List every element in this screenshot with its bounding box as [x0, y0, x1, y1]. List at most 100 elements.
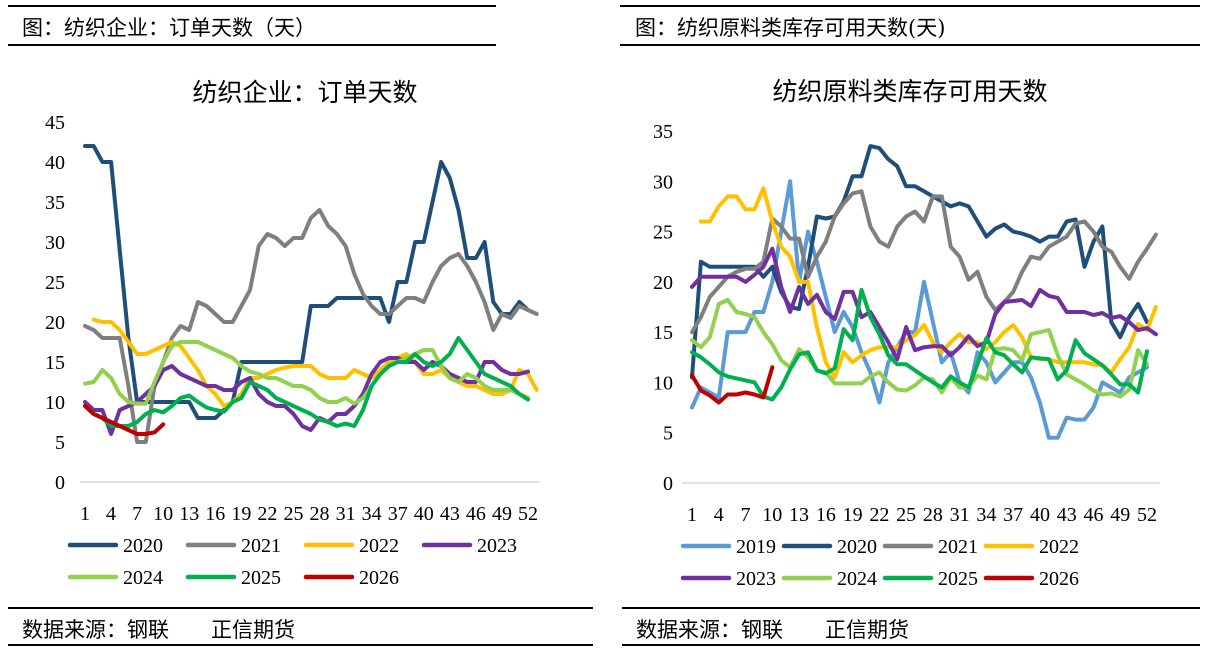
left-figure-caption: 图：纺织企业：订单天数（天）: [22, 16, 316, 40]
series-line-2022: [91, 317, 539, 408]
legend-label: 2026: [1039, 568, 1079, 590]
left-caption-bottom-rule: [8, 44, 496, 46]
legend-label: 2025: [938, 568, 978, 590]
x-tick-label: 25: [283, 503, 303, 525]
y-tick-label: 0: [663, 473, 673, 495]
x-tick-label: 34: [362, 503, 382, 525]
legend-label: 2025: [241, 567, 281, 589]
x-tick-label: 16: [205, 503, 225, 525]
legend-item-2025[interactable]: 2025: [882, 568, 978, 590]
legend-label: 2019: [736, 536, 776, 558]
x-tick-label: 28: [923, 504, 943, 526]
legend-item-2026[interactable]: 2026: [983, 568, 1079, 590]
series-line-2023: [83, 356, 530, 436]
x-tick-label: 46: [466, 503, 486, 525]
y-tick-label: 35: [653, 121, 673, 143]
y-tick-label: 25: [45, 272, 65, 294]
x-tick-label: 52: [1137, 504, 1157, 526]
legend-item-2022[interactable]: 2022: [983, 536, 1079, 558]
series-line-2024: [690, 298, 1149, 399]
legend-label: 2023: [736, 568, 776, 590]
right-source-note: 数据来源：钢联 正信期货: [636, 618, 909, 642]
right-caption-top-rule: [620, 5, 1200, 7]
x-tick-label: 46: [1083, 504, 1103, 526]
x-tick-label: 10: [153, 503, 173, 525]
x-tick-label: 19: [231, 503, 251, 525]
x-tick-label: 25: [896, 504, 916, 526]
legend-item-2020[interactable]: 2020: [67, 535, 163, 557]
legend-label: 2020: [837, 536, 877, 558]
legend-item-2024[interactable]: 2024: [781, 568, 877, 590]
x-tick-label: 7: [132, 503, 142, 525]
right-caption-bottom-rule: [620, 44, 1200, 46]
legend-item-2021[interactable]: 2021: [185, 535, 281, 557]
y-tick-label: 20: [45, 312, 65, 334]
legend-label: 2026: [359, 567, 399, 589]
right-source-bottom-rule: [622, 644, 1200, 646]
series-line-2022: [698, 186, 1158, 380]
series-line-2019: [690, 179, 1149, 440]
legend-label: 2022: [359, 535, 399, 557]
x-tick-label: 22: [869, 504, 889, 526]
y-tick-label: 45: [45, 112, 65, 134]
legend-label: 2021: [938, 536, 978, 558]
x-tick-label: 10: [762, 504, 782, 526]
x-tick-label: 19: [843, 504, 863, 526]
y-tick-label: 10: [45, 392, 65, 414]
y-tick-label: 25: [653, 222, 673, 244]
x-tick-label: 13: [789, 504, 809, 526]
y-tick-label: 0: [55, 472, 65, 494]
x-tick-label: 37: [1003, 504, 1023, 526]
x-tick-label: 40: [414, 503, 434, 525]
x-tick-label: 4: [714, 504, 724, 526]
left-source-bottom-rule: [8, 644, 593, 646]
series-line-2026: [83, 404, 166, 436]
series-line-2020: [690, 144, 1149, 380]
legend-item-2026[interactable]: 2026: [303, 567, 399, 589]
x-tick-label: 31: [336, 503, 356, 525]
legend-item-2021[interactable]: 2021: [882, 536, 978, 558]
legend-label: 2022: [1039, 536, 1079, 558]
x-tick-label: 34: [976, 504, 996, 526]
x-tick-label: 7: [741, 504, 751, 526]
y-tick-label: 15: [45, 352, 65, 374]
x-tick-label: 43: [440, 503, 460, 525]
legend-item-2022[interactable]: 2022: [303, 535, 399, 557]
x-tick-label: 31: [950, 504, 970, 526]
legend-label: 2024: [123, 567, 163, 589]
legend-item-2020[interactable]: 2020: [781, 536, 877, 558]
legend-label: 2021: [241, 535, 281, 557]
left-caption-top-rule-ext: [8, 5, 496, 7]
x-tick-label: 40: [1030, 504, 1050, 526]
x-tick-label: 49: [1110, 504, 1130, 526]
series-line-2025: [83, 336, 530, 428]
x-tick-label: 43: [1057, 504, 1077, 526]
legend-item-2025[interactable]: 2025: [185, 567, 281, 589]
series-line-2025: [690, 287, 1149, 402]
legend-item-2023[interactable]: 2023: [680, 568, 776, 590]
y-tick-label: 30: [45, 232, 65, 254]
y-tick-label: 40: [45, 152, 65, 174]
x-tick-label: 13: [179, 503, 199, 525]
x-tick-label: 1: [80, 503, 90, 525]
series-line-2021: [83, 208, 539, 444]
left-chart-title: 纺织企业：订单天数: [192, 78, 418, 107]
x-tick-label: 28: [310, 503, 330, 525]
legend-label: 2024: [837, 568, 877, 590]
x-tick-label: 1: [687, 504, 697, 526]
right-figure-caption: 图：纺织原料类库存可用天数(天): [635, 16, 946, 40]
legend-item-2024[interactable]: 2024: [67, 567, 163, 589]
legend-label: 2020: [123, 535, 163, 557]
x-tick-label: 16: [816, 504, 836, 526]
x-tick-label: 49: [492, 503, 512, 525]
left-source-top-rule: [8, 607, 593, 609]
legend-item-2023[interactable]: 2023: [421, 535, 517, 557]
series-line-2021: [690, 189, 1158, 335]
y-tick-label: 35: [45, 192, 65, 214]
y-tick-label: 15: [653, 322, 673, 344]
series-line-2026: [690, 365, 775, 405]
series-line-2023: [690, 246, 1158, 362]
legend-item-2019[interactable]: 2019: [680, 536, 776, 558]
